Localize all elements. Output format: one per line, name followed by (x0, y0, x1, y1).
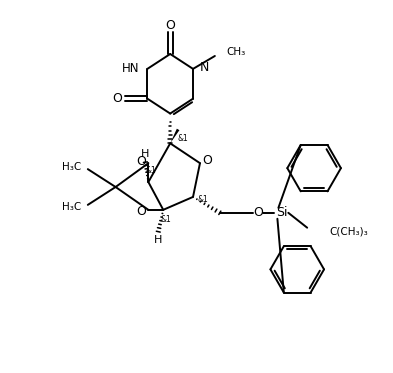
Text: O: O (113, 92, 123, 105)
Text: H₃C: H₃C (62, 202, 81, 212)
Text: HN: HN (122, 62, 140, 75)
Polygon shape (170, 129, 180, 143)
Text: H: H (141, 149, 150, 159)
Text: O: O (136, 155, 146, 168)
Text: &1: &1 (178, 134, 189, 143)
Text: O: O (253, 206, 263, 219)
Text: O: O (136, 205, 146, 218)
Text: Si: Si (277, 206, 288, 219)
Text: C(CH₃)₃: C(CH₃)₃ (329, 227, 368, 236)
Text: N: N (200, 62, 209, 74)
Text: CH₃: CH₃ (227, 47, 246, 57)
Text: O: O (165, 19, 175, 32)
Text: H: H (154, 235, 162, 245)
Text: H₃C: H₃C (62, 162, 81, 172)
Text: &1: &1 (161, 215, 172, 224)
Text: O: O (202, 154, 212, 167)
Text: &1: &1 (146, 166, 157, 175)
Text: &1: &1 (198, 195, 208, 204)
